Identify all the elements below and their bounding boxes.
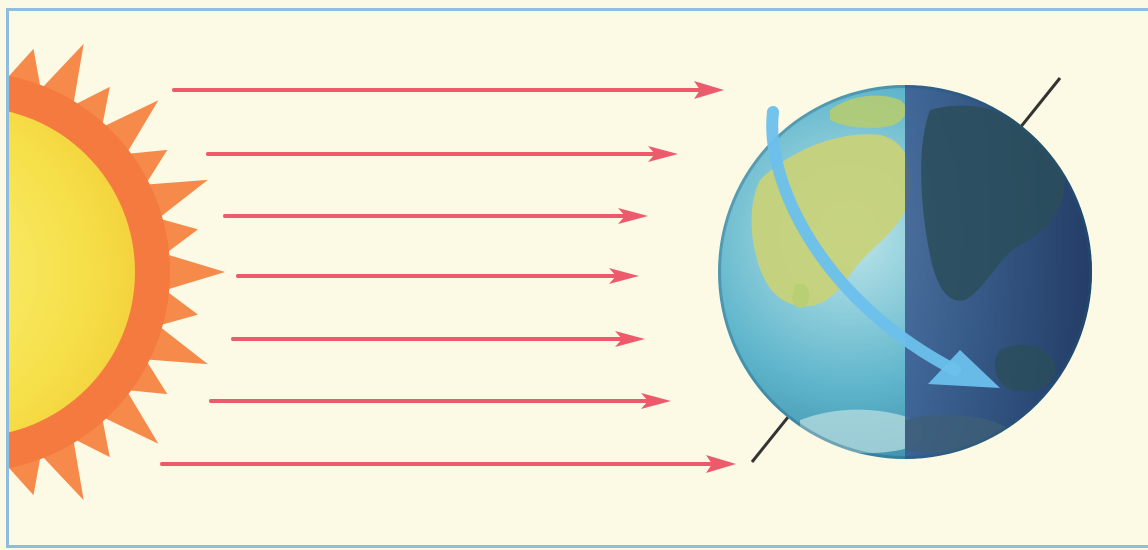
- rotation-arrow: [766, 106, 1000, 388]
- sun-rays: [160, 81, 736, 473]
- sun-ray: [209, 393, 671, 409]
- island-madagascar: [792, 283, 810, 308]
- continent-australia-night: [994, 345, 1056, 392]
- continent-antarctica: [800, 409, 923, 454]
- sun-ray: [223, 208, 648, 224]
- sun-ray: [231, 331, 645, 347]
- sun-ray: [206, 146, 678, 162]
- continent-europe: [830, 95, 907, 128]
- sun-core: [9, 111, 135, 433]
- continent-asia-night: [921, 105, 1065, 301]
- earth: [718, 85, 1092, 459]
- sun-ray: [236, 268, 639, 284]
- sun: [9, 43, 225, 501]
- sun-ray: [160, 455, 736, 473]
- sun-ray: [172, 81, 724, 99]
- continent-africa: [751, 134, 912, 307]
